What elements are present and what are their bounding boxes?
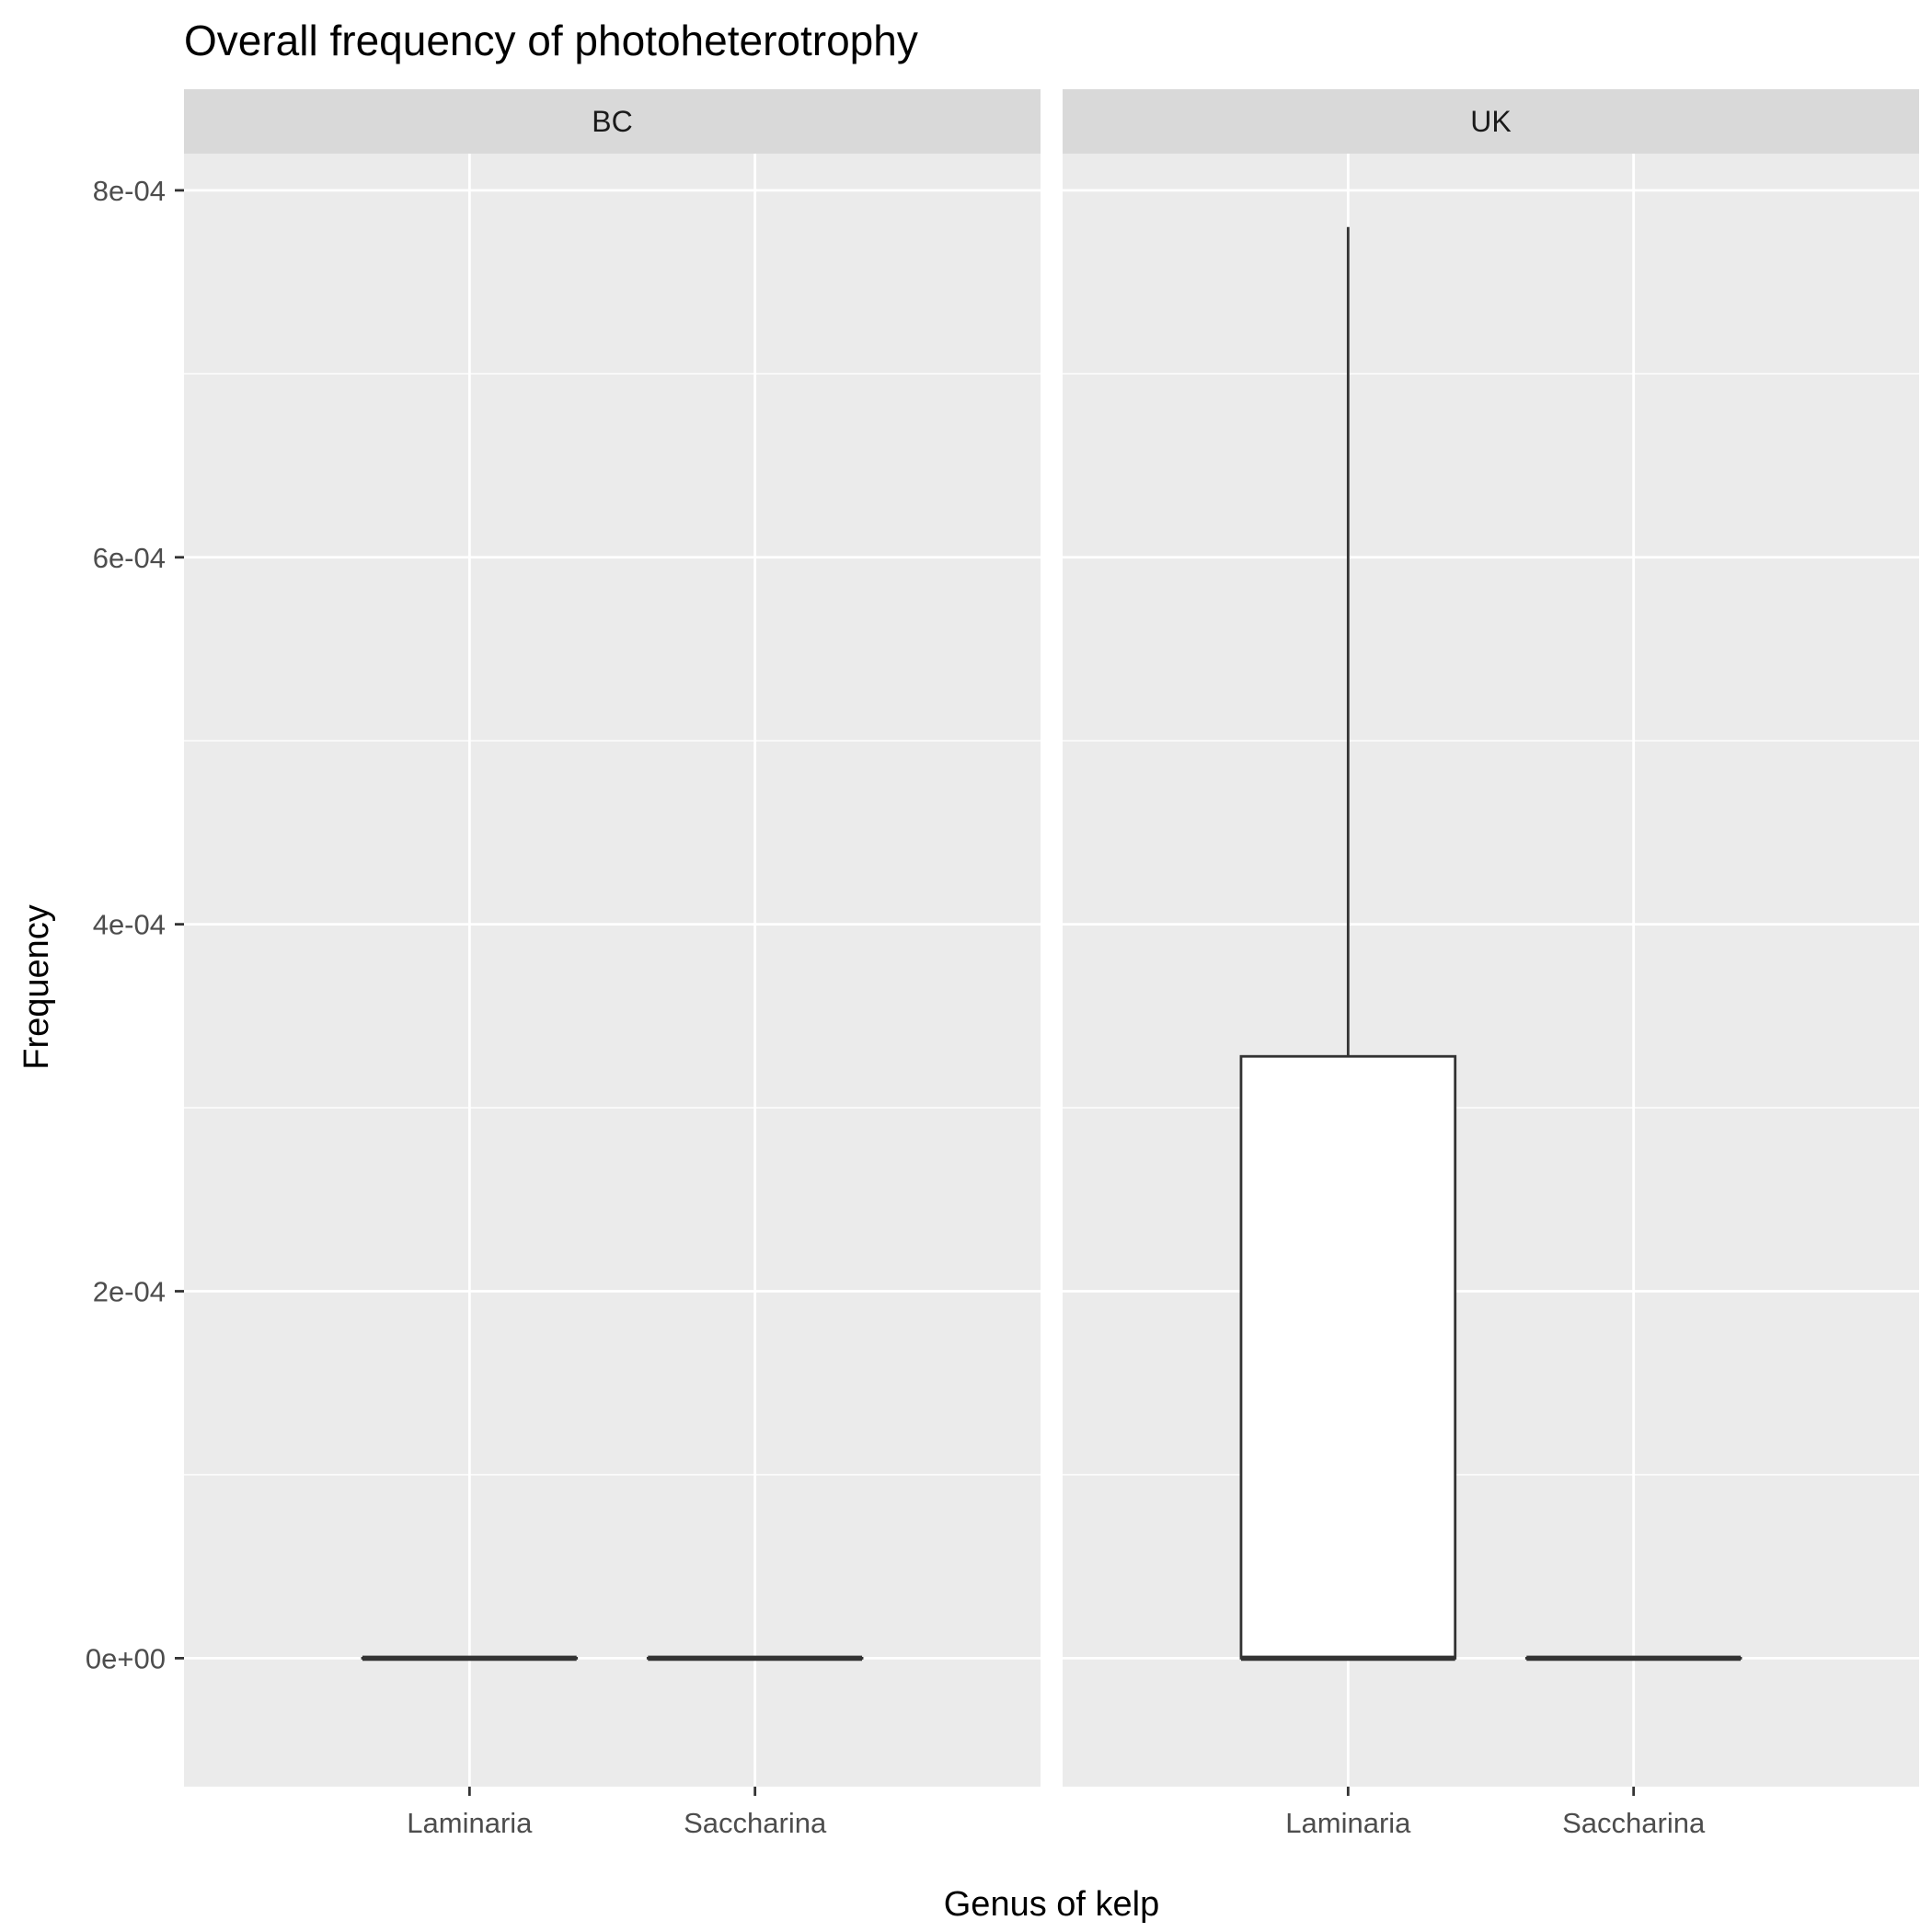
chart-title: Overall frequency of photoheterotrophy xyxy=(184,17,918,64)
y-tick-label: 8e-04 xyxy=(93,175,166,207)
y-tick-label: 4e-04 xyxy=(93,909,166,941)
x-tick-label-bc-saccharina: Saccharina xyxy=(684,1807,827,1839)
panel-bc: BC Laminaria Saccharina xyxy=(184,89,1041,1839)
y-axis-title: Frequency xyxy=(17,904,56,1070)
strip-bc xyxy=(184,89,1041,154)
panel-uk: UK Laminaria Saccharina xyxy=(1063,89,1919,1839)
y-tick-label: 0e+00 xyxy=(86,1642,166,1674)
box-uk-laminaria xyxy=(1239,226,1457,1662)
box-body-uk-laminaria xyxy=(1239,1054,1457,1660)
panel-background-bc xyxy=(184,154,1041,1787)
strip-label-uk: UK xyxy=(1470,105,1511,138)
y-tick-label: 6e-04 xyxy=(93,542,166,574)
y-tick-label: 2e-04 xyxy=(93,1276,166,1308)
strip-label-bc: BC xyxy=(592,105,632,138)
x-tick-label-bc-laminaria: Laminaria xyxy=(407,1807,533,1839)
x-axis-title: Genus of kelp xyxy=(944,1885,1159,1924)
x-tick-label-uk-saccharina: Saccharina xyxy=(1562,1807,1706,1839)
strip-uk xyxy=(1063,89,1919,154)
panel-background-uk xyxy=(1063,154,1919,1787)
x-tick-label-uk-laminaria: Laminaria xyxy=(1285,1807,1411,1839)
facet-panels: BC Laminaria Saccharina UK Laminaria Sacchari… xyxy=(184,89,1919,1839)
y-axis: 0e+00 2e-04 4e-04 6e-04 8e-04 xyxy=(86,175,184,1674)
